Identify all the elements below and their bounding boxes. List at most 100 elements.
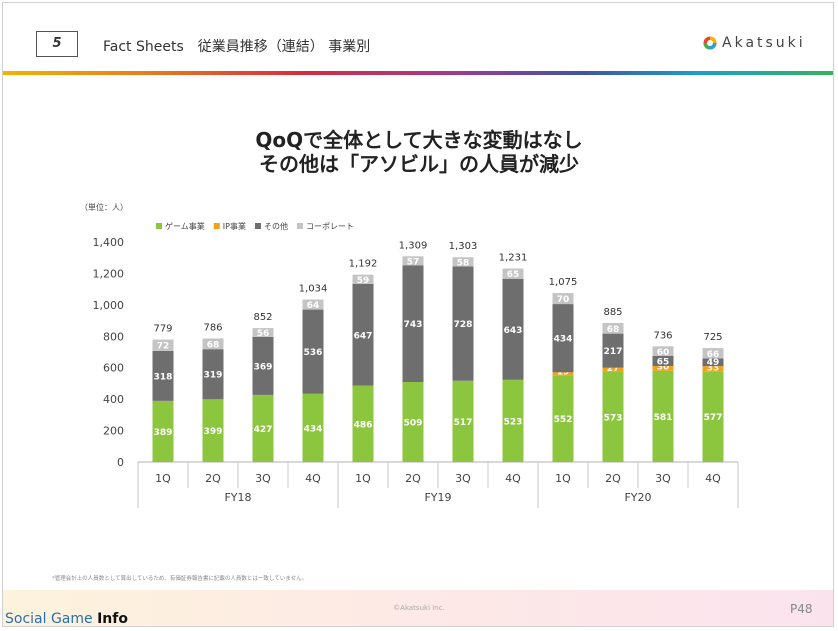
total-label: 725 bbox=[703, 332, 722, 343]
segment-value-label: 427 bbox=[254, 425, 273, 435]
bar-segment bbox=[302, 309, 324, 394]
group-label: FY19 bbox=[424, 491, 451, 504]
bar-segment bbox=[502, 268, 524, 279]
segment-value-label: 577 bbox=[704, 413, 723, 423]
bar-segment bbox=[702, 366, 724, 372]
bar-segment bbox=[552, 304, 574, 373]
segment-value-label: 65 bbox=[507, 270, 520, 280]
akatsuki-logo-icon bbox=[703, 36, 717, 50]
segment-value-label: 70 bbox=[557, 295, 570, 305]
legend-label-0: ゲーム事業 bbox=[165, 221, 205, 231]
y-tick-label: 600 bbox=[103, 362, 124, 375]
x-tick-label: 1Q bbox=[355, 472, 371, 485]
segment-value-label: 68 bbox=[607, 325, 620, 335]
segment-value-label: 434 bbox=[554, 335, 573, 345]
total-label: 786 bbox=[203, 322, 222, 333]
bar-segment bbox=[602, 322, 624, 334]
bar-segment bbox=[602, 367, 624, 372]
bar-segment bbox=[452, 380, 474, 462]
x-tick-label: 3Q bbox=[255, 472, 271, 485]
bar-segment bbox=[152, 350, 174, 401]
segment-value-label: 536 bbox=[304, 348, 323, 358]
bar-segment bbox=[502, 379, 524, 462]
slide-number: 5 bbox=[36, 31, 78, 57]
bar-segment bbox=[552, 293, 574, 305]
segment-value-label: 647 bbox=[354, 331, 373, 341]
y-tick-label: 1,000 bbox=[93, 299, 125, 312]
bar-segment bbox=[252, 328, 274, 337]
x-tick-label: 2Q bbox=[405, 472, 421, 485]
x-tick-label: 4Q bbox=[505, 472, 521, 485]
segment-value-label: 27 bbox=[607, 364, 620, 374]
segment-value-label: 319 bbox=[204, 371, 223, 381]
bar-segment bbox=[452, 257, 474, 267]
segment-value-label: 552 bbox=[554, 415, 573, 425]
group-label: FY18 bbox=[224, 491, 251, 504]
segment-value-label: 30 bbox=[657, 363, 670, 373]
total-label: 1,192 bbox=[349, 259, 378, 270]
bar-segment bbox=[602, 333, 624, 368]
y-tick-label: 0 bbox=[117, 456, 124, 469]
x-tick-label: 4Q bbox=[305, 472, 321, 485]
segment-value-label: 57 bbox=[407, 257, 420, 267]
bar-segment bbox=[652, 365, 674, 371]
y-tick-label: 800 bbox=[103, 330, 124, 343]
bar-segment bbox=[252, 336, 274, 395]
x-tick-label: 1Q bbox=[155, 472, 171, 485]
bar-segment bbox=[302, 299, 324, 310]
bar-segment bbox=[702, 348, 724, 359]
segment-value-label: 434 bbox=[304, 424, 323, 434]
legend-label-1: IP事業 bbox=[223, 221, 246, 231]
x-tick-label: 4Q bbox=[705, 472, 721, 485]
bar-segment bbox=[402, 256, 424, 266]
bar-segment bbox=[152, 400, 174, 462]
bar-segment bbox=[452, 266, 474, 381]
segment-value-label: 581 bbox=[654, 413, 673, 423]
segment-value-label: 523 bbox=[504, 417, 523, 427]
slide-title: Fact Sheets 従業員推移（連結） 事業別 bbox=[103, 39, 371, 55]
segment-value-label: 743 bbox=[404, 320, 423, 330]
segment-value-label: 64 bbox=[307, 301, 320, 311]
x-tick-label: 3Q bbox=[455, 472, 471, 485]
segment-value-label: 49 bbox=[707, 358, 720, 368]
segment-value-label: 517 bbox=[454, 418, 473, 428]
segment-value-label: 369 bbox=[254, 362, 273, 372]
x-tick-label: 1Q bbox=[555, 472, 571, 485]
segment-value-label: 60 bbox=[657, 348, 670, 358]
watermark-text-bold: Info bbox=[97, 611, 128, 627]
segment-value-label: 399 bbox=[204, 427, 223, 437]
y-tick-label: 1,400 bbox=[93, 236, 125, 249]
watermark-text: Social Game bbox=[5, 611, 98, 627]
x-tick-label: 2Q bbox=[205, 472, 221, 485]
bar-segment bbox=[552, 375, 574, 462]
company-logo: Akatsuki bbox=[703, 35, 806, 51]
header-divider bbox=[3, 71, 833, 75]
bar-segment bbox=[652, 346, 674, 356]
bar-segment bbox=[702, 371, 724, 462]
total-label: 852 bbox=[253, 312, 272, 323]
legend-label-3: コーポレート bbox=[306, 222, 354, 231]
total-label: 736 bbox=[653, 330, 672, 341]
bar-segment bbox=[152, 339, 174, 351]
segment-value-label: 72 bbox=[157, 342, 170, 352]
bar-segment bbox=[402, 382, 424, 462]
total-label: 1,303 bbox=[449, 241, 478, 252]
bar-segment bbox=[602, 371, 624, 462]
legend-swatch-2 bbox=[254, 223, 261, 229]
segment-value-label: 58 bbox=[457, 258, 470, 268]
x-tick-label: 2Q bbox=[605, 472, 621, 485]
segment-value-label: 389 bbox=[154, 428, 173, 438]
segment-value-label: 56 bbox=[257, 329, 270, 339]
legend-swatch-1 bbox=[213, 223, 220, 229]
total-label: 1,034 bbox=[299, 284, 328, 295]
unit-label: （単位：人） bbox=[80, 202, 128, 212]
segment-value-label: 33 bbox=[707, 363, 720, 373]
headline-line-2: その他は「アソビル」の人員が減少 bbox=[259, 152, 579, 176]
bar-segment bbox=[352, 274, 374, 284]
bar-segment bbox=[552, 372, 574, 376]
segment-value-label: 66 bbox=[707, 350, 720, 360]
watermark: Social Game Info bbox=[5, 611, 128, 627]
segment-value-label: 65 bbox=[657, 357, 670, 367]
bar-segment bbox=[302, 393, 324, 462]
